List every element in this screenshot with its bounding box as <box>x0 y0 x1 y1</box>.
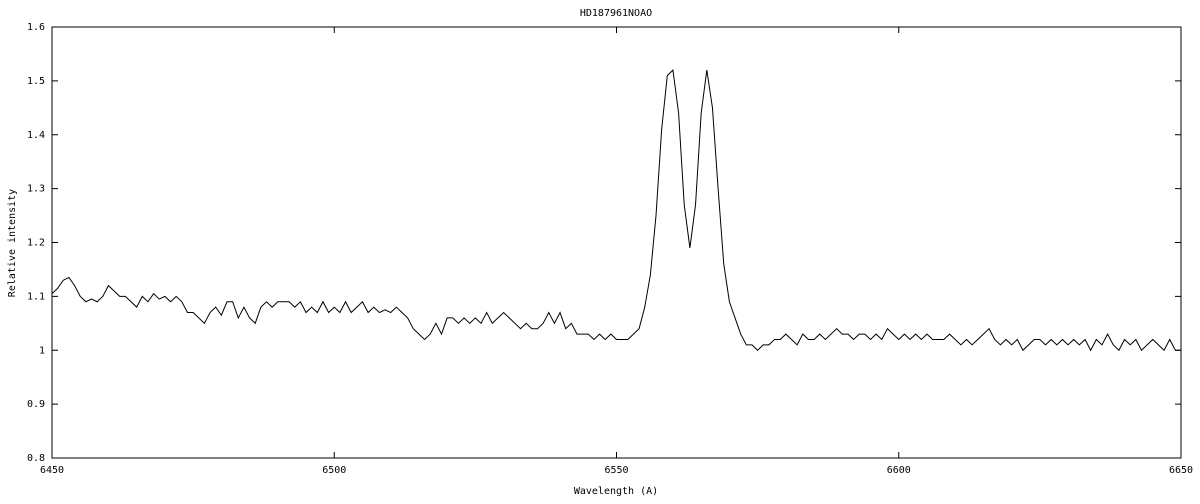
chart-title: HD187961NOAO <box>580 8 652 19</box>
x-tick-label: 6650 <box>1169 465 1193 476</box>
x-axis-label: Wavelength (A) <box>574 486 658 497</box>
y-axis-label: Relative intensity <box>7 189 18 297</box>
x-tick-label: 6550 <box>604 465 628 476</box>
x-tick-label: 6600 <box>887 465 911 476</box>
x-tick-label: 6450 <box>40 465 64 476</box>
y-tick-label: 1.5 <box>27 76 45 87</box>
plot-frame <box>51 26 1182 459</box>
y-tick-label: 1 <box>39 345 45 356</box>
spectrum-line <box>51 69 1181 352</box>
y-tick-label: 1.1 <box>27 291 45 302</box>
y-tick-label: 0.9 <box>27 399 45 410</box>
y-tick-label: 1.2 <box>27 238 45 249</box>
y-tick-label: 1.6 <box>27 22 45 33</box>
y-tick-label: 1.3 <box>27 184 45 195</box>
x-tick-label: 6500 <box>322 465 346 476</box>
y-tick-label: 0.8 <box>27 453 45 464</box>
y-tick-label: 1.4 <box>27 130 45 141</box>
